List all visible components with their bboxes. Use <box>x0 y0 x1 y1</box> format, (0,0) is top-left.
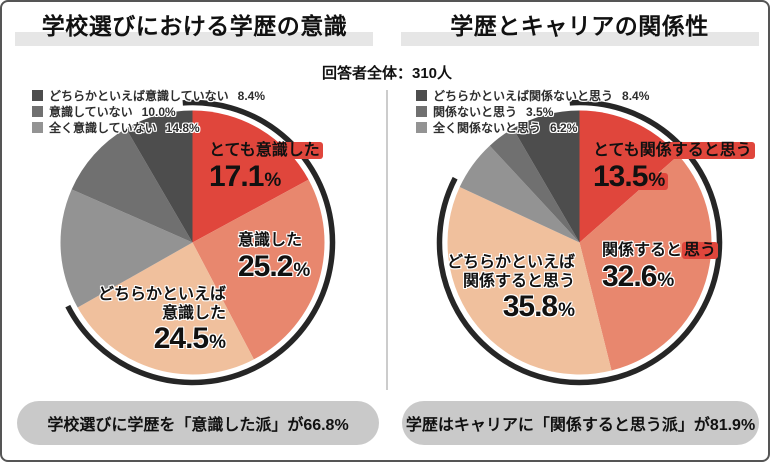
callout-value: 24.5% <box>153 322 226 355</box>
legend-label: 全く意識していない <box>49 121 157 135</box>
legend-label: どちらかといえば意識していない <box>49 89 229 103</box>
legend-value: 10.0% <box>141 104 176 119</box>
callout-value: 13.5% <box>590 161 669 192</box>
legend-swatch <box>32 106 43 117</box>
summary-pill-career: 学歴はキャリアに「関係すると思う派」が81.9% <box>402 401 759 445</box>
chart-title-school: 学校選びにおける学歴の意識 <box>41 13 348 39</box>
callout-label-tail: 思う <box>682 242 719 259</box>
callout-label: とても関係すると思う <box>590 142 755 159</box>
pie-chart-school <box>60 99 336 386</box>
callout-value: 32.6% <box>602 260 675 293</box>
callout-label: 意識した <box>238 232 303 249</box>
vertical-divider <box>386 90 388 390</box>
legend-value: 8.4% <box>237 88 266 103</box>
callout-very-conscious: とても意識した 17.1% <box>206 141 323 197</box>
title-underline-bar-right <box>401 32 759 46</box>
legend-swatch <box>416 106 427 117</box>
legend-label: 意識していない <box>49 105 133 119</box>
legend-value: 6.2% <box>550 120 578 135</box>
legend-swatch <box>416 90 427 101</box>
callout-value: 35.8% <box>502 290 575 323</box>
legend-row: 全く意識していない 14.8% <box>32 120 265 135</box>
pie-slice <box>71 128 193 243</box>
legend-swatch <box>32 122 43 133</box>
legend-row: どちらかといえば関係ないと思う 8.4% <box>416 88 649 103</box>
pie-slice <box>126 110 193 243</box>
pie-slice <box>447 187 612 375</box>
callout-somewhat-related: どちらかといえば 関係すると思う 35.8% <box>447 253 575 327</box>
callout-value: 17.1% <box>206 161 285 192</box>
callout-label-line1: どちらかといえば <box>446 254 575 271</box>
summary-pill-school: 学校選びに学歴を「意識した派」が66.8% <box>17 401 379 445</box>
legend-swatch <box>416 122 427 133</box>
legend-row: 関係ないと思う 3.5% <box>416 104 649 119</box>
pie-slice <box>192 179 325 360</box>
chart-title-career: 学歴とキャリアの関係性 <box>450 13 709 39</box>
legend-value: 3.5% <box>526 104 554 119</box>
emphasis-arc <box>436 99 723 386</box>
legend-value: 14.8% <box>165 120 200 135</box>
legend-school: どちらかといえば意識していない 8.4% 意識していない 10.0% 全く意識し… <box>32 88 265 136</box>
callout-value: 25.2% <box>238 250 311 283</box>
legend-swatch <box>32 90 43 101</box>
callout-label-line2: 意識した <box>161 305 226 322</box>
legend-label: 全く関係ないと思う <box>433 121 542 135</box>
callout-somewhat-conscious: どちらかといえば 意識した 24.5% <box>98 285 226 359</box>
legend-row: 全く関係ないと思う 6.2% <box>416 120 649 135</box>
callout-strongly-related: とても関係すると思う 13.5% <box>590 141 755 197</box>
title-underline-bar-left <box>15 32 373 46</box>
pie-slice <box>579 155 712 371</box>
callout-label-line2: 関係すると思う <box>462 273 575 290</box>
callout-label-head: 関係すると <box>602 242 683 259</box>
emphasis-arc <box>65 99 336 386</box>
callout-label-line1: どちらかといえば <box>97 286 226 303</box>
callout-related: 関係すると 思う 32.6% <box>602 241 719 297</box>
callout-conscious: 意識した 25.2% <box>238 231 310 287</box>
callout-label: とても意識した <box>206 142 323 159</box>
pie-slice <box>60 189 193 308</box>
pie-slice <box>489 128 580 243</box>
legend-value: 8.4% <box>622 88 650 103</box>
pie-chart-career <box>436 99 723 386</box>
legend-row: どちらかといえば意識していない 8.4% <box>32 88 265 103</box>
legend-label: どちらかといえば関係ないと思う <box>433 89 614 103</box>
pie-slice <box>513 110 580 243</box>
legend-row: 意識していない 10.0% <box>32 104 265 119</box>
legend-career: どちらかといえば関係ないと思う 8.4% 関係ないと思う 3.5% 全く関係ない… <box>416 88 649 136</box>
pie-slice <box>77 242 254 375</box>
pie-slice <box>459 145 580 243</box>
legend-label: 関係ないと思う <box>433 105 518 119</box>
respondents-total: 回答者全体：310人 <box>321 65 453 82</box>
